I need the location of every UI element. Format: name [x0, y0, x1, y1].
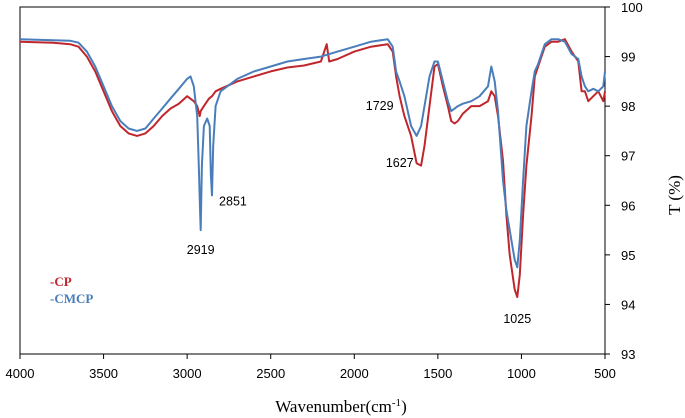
x-tick-label: 4000 [6, 366, 35, 381]
plot-area [19, 6, 606, 355]
x-axis: 4000 3500 3000 2500 2000 1500 1000 500 [6, 354, 616, 381]
series-line-cmcp [19, 38, 606, 269]
y-tick-label: 93 [621, 347, 635, 362]
y-tick-label: 95 [621, 248, 635, 263]
plot-border [19, 6, 606, 355]
y-tick-label: 99 [621, 50, 635, 65]
series-layer [19, 38, 606, 298]
y-tick-label: 98 [621, 99, 635, 114]
y-axis-title: T (%) [665, 175, 684, 215]
peak-label: 1627 [386, 156, 414, 170]
peak-annotations: 2919 2851 1729 1627 1025 [187, 99, 531, 326]
peak-label: 2919 [187, 243, 215, 257]
x-tick-label: 3000 [173, 366, 202, 381]
peak-label: 1025 [503, 312, 531, 326]
y-tick-label: 96 [621, 198, 635, 213]
legend-entry-cp: -CP [50, 274, 72, 289]
x-tick-label: 3500 [89, 366, 118, 381]
x-tick-label: 1500 [423, 366, 452, 381]
x-tick-label: 500 [594, 366, 616, 381]
peak-label: 2851 [219, 194, 247, 208]
x-axis-title: Wavenumber(cm-1) [275, 397, 406, 416]
x-tick-label: 1000 [507, 366, 536, 381]
y-tick-label: 97 [621, 149, 635, 164]
legend-entry-cmcp: -CMCP [50, 291, 93, 306]
y-tick-label: 100 [621, 0, 643, 15]
y-tick-label: 94 [621, 297, 635, 312]
peak-label: 1729 [366, 99, 394, 113]
y-axis: 93 94 95 96 97 98 99 100 [605, 0, 643, 362]
legend: -CP -CMCP [50, 274, 93, 306]
x-tick-label: 2500 [256, 366, 285, 381]
x-tick-label: 2000 [340, 366, 369, 381]
